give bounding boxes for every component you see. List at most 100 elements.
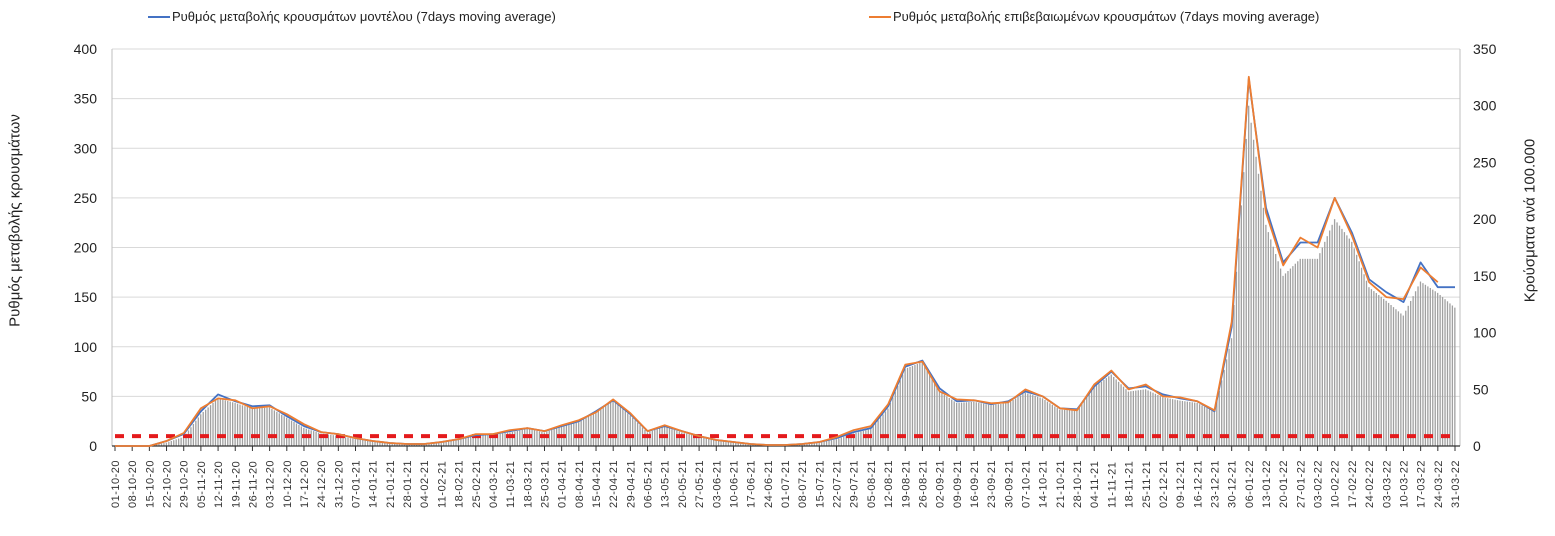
bar (921, 362, 923, 446)
bar (1012, 399, 1014, 446)
bar (182, 436, 185, 446)
bar (887, 408, 889, 446)
x-tick-label: 23-09-21 (986, 460, 998, 508)
bar (1216, 401, 1218, 446)
bar (730, 442, 732, 446)
bar (828, 440, 830, 446)
bar (708, 438, 710, 446)
bar (678, 431, 680, 446)
bar (813, 443, 815, 446)
bar (1387, 302, 1390, 446)
x-tick-label: 10-06-21 (728, 460, 740, 508)
bar (987, 404, 990, 446)
bar (1061, 409, 1063, 446)
bar (207, 407, 209, 446)
bar (546, 431, 548, 446)
x-tick-label: 11-03-21 (505, 461, 517, 508)
bar (278, 413, 280, 446)
bar (1306, 258, 1309, 446)
bar (614, 402, 617, 446)
bar (1206, 408, 1208, 446)
bar (1218, 390, 1220, 446)
bar (202, 411, 204, 446)
bar (1071, 409, 1073, 446)
bar (865, 430, 867, 446)
x-tick-label: 03-03-22 (1381, 460, 1393, 508)
bar (398, 444, 401, 446)
bar (1370, 289, 1373, 446)
bar (1338, 225, 1341, 446)
bar (1272, 246, 1274, 446)
bar (389, 443, 391, 446)
bar (1167, 398, 1169, 446)
bar (985, 404, 987, 446)
bar (965, 402, 968, 446)
legend-label-model: Ρυθμός μεταβολής κρουσμάτων μοντέλου (7d… (172, 9, 556, 24)
bar (1333, 219, 1336, 446)
bar (369, 441, 371, 446)
x-tick-label: 01-07-21 (780, 460, 792, 508)
bar (1108, 376, 1110, 446)
bar (806, 444, 808, 446)
bar (1203, 406, 1206, 446)
bar (1454, 307, 1456, 446)
legend-item-model: Ρυθμός μεταβολής κρουσμάτων μοντέλου (7d… (148, 9, 556, 24)
bar (1223, 369, 1225, 446)
bar (1235, 271, 1238, 446)
x-tick-label: 28-01-21 (402, 460, 414, 508)
bar (1086, 396, 1088, 446)
bar (1009, 401, 1012, 446)
bar (1427, 286, 1429, 446)
bar (1159, 396, 1161, 446)
bar (973, 401, 975, 446)
bar (668, 428, 671, 446)
bar (1432, 289, 1434, 446)
bar (1157, 394, 1159, 446)
bar (1115, 379, 1117, 446)
bar (595, 411, 597, 446)
y-axis-title-right: Κρούσματα ανά 100.000 (1521, 138, 1539, 303)
bar (1181, 400, 1184, 446)
bar (860, 431, 862, 446)
bar (195, 420, 197, 446)
x-tick-label: 11-11-21 (1106, 462, 1118, 508)
x-tick-label: 25-03-21 (539, 460, 551, 508)
bar (366, 440, 369, 446)
x-tick-label: 02-09-21 (935, 460, 947, 508)
bar (727, 441, 730, 446)
x-tick-label: 08-04-21 (574, 460, 586, 508)
x-tick-label: 29-04-21 (625, 460, 637, 508)
bar (325, 434, 327, 446)
bar (970, 401, 973, 446)
x-tick-label: 14-10-21 (1038, 460, 1050, 508)
y-tick-label-right: 100 (1473, 325, 1497, 341)
x-tick-label: 10-03-22 (1398, 460, 1410, 508)
bar (617, 404, 619, 446)
bar (538, 431, 541, 446)
bar (1117, 381, 1120, 446)
bar (911, 365, 914, 446)
bar (1424, 284, 1427, 446)
bar (519, 430, 521, 446)
bar (735, 442, 737, 446)
bar (460, 438, 462, 446)
bar (1066, 409, 1068, 446)
bar (1238, 238, 1240, 446)
bar (1198, 404, 1201, 446)
bar (1135, 390, 1137, 446)
bar (1100, 381, 1103, 446)
bar (960, 402, 963, 446)
bar (1368, 287, 1370, 446)
bar (1142, 389, 1144, 446)
bar (1390, 305, 1392, 446)
bar (283, 416, 285, 446)
bar (474, 435, 477, 446)
bar (187, 430, 190, 446)
bar (155, 444, 158, 446)
bar (1260, 190, 1262, 446)
bar (978, 402, 980, 446)
bar (1171, 399, 1174, 446)
bar (953, 401, 955, 446)
bar (619, 406, 622, 446)
bar (1125, 389, 1127, 446)
